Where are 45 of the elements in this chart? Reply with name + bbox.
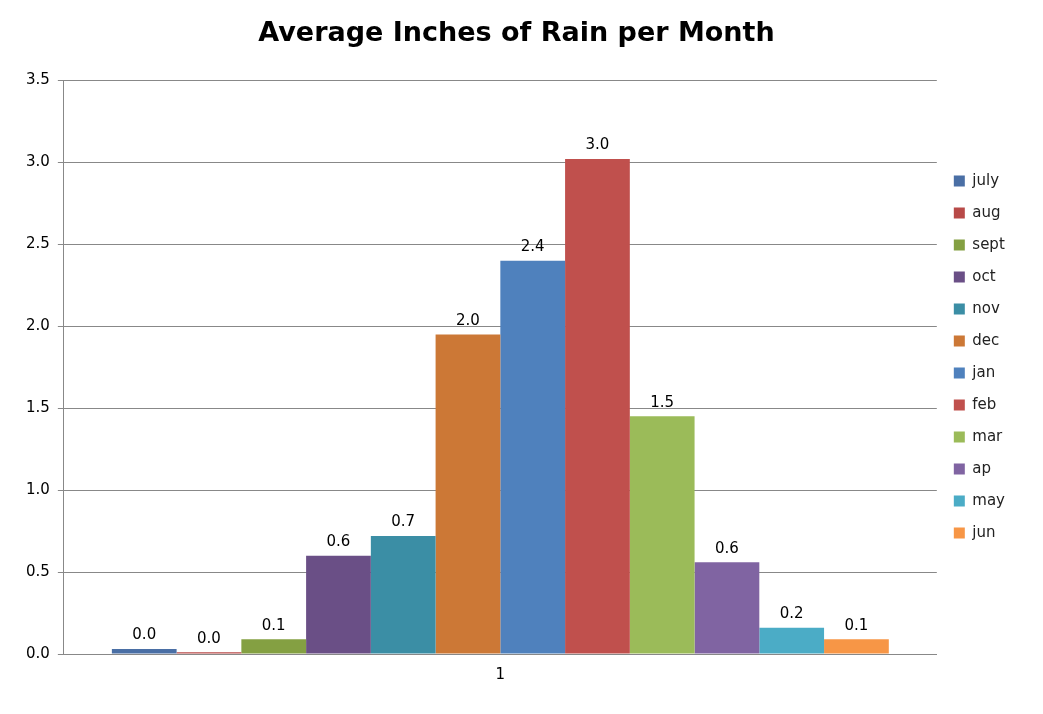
legend-label: feb <box>972 394 997 413</box>
legend-label: ap <box>972 458 992 477</box>
bar <box>565 159 630 654</box>
bar <box>241 639 307 654</box>
data-label: 0.6 <box>715 538 739 557</box>
legend-label: may <box>972 490 1006 509</box>
bar <box>759 627 825 654</box>
bar <box>370 536 436 654</box>
text: 0.0 <box>26 643 50 662</box>
legend-label: nov <box>972 298 1000 317</box>
y-tick-label: 2.5 <box>26 234 50 253</box>
legend-label: sept <box>972 234 1005 253</box>
legend-label: mar <box>972 426 1004 445</box>
data-label: 0.2 <box>779 604 804 623</box>
data-label: 1.5 <box>650 392 675 411</box>
bar <box>629 416 695 654</box>
y-tick-label: 0.5 <box>26 561 50 580</box>
bar <box>824 639 889 654</box>
data-label: 0.1 <box>261 615 286 634</box>
bar <box>694 562 760 654</box>
data-label: 0.1 <box>844 615 869 634</box>
text: 2.0 <box>26 316 50 335</box>
legend-label: dec <box>972 330 1000 349</box>
chart-title: Average Inches of Rain per Month <box>258 16 775 48</box>
data-label: 0.0 <box>132 625 157 644</box>
x-tick-label: 1 <box>495 664 506 683</box>
legend-label: july <box>971 170 1000 189</box>
text: 3.0 <box>26 152 50 171</box>
legend-label: jan <box>971 362 996 381</box>
data-label: 2.4 <box>520 237 545 256</box>
bar <box>435 334 501 654</box>
legend-label: oct <box>972 266 996 285</box>
data-label: 3.0 <box>585 135 610 154</box>
bar <box>111 649 177 654</box>
data-label: 0.7 <box>391 512 416 531</box>
data-label: 0.6 <box>326 532 351 551</box>
bar <box>500 260 566 654</box>
data-label: 0.0 <box>197 628 221 647</box>
data-label: 2.0 <box>456 310 480 329</box>
y-tick-label: 3.5 <box>26 70 50 89</box>
text: 1.0 <box>26 480 50 498</box>
bar <box>306 555 371 654</box>
legend-label: jun <box>971 522 996 541</box>
legend-label: aug <box>972 202 1001 221</box>
y-tick-label: 1.5 <box>26 398 50 417</box>
